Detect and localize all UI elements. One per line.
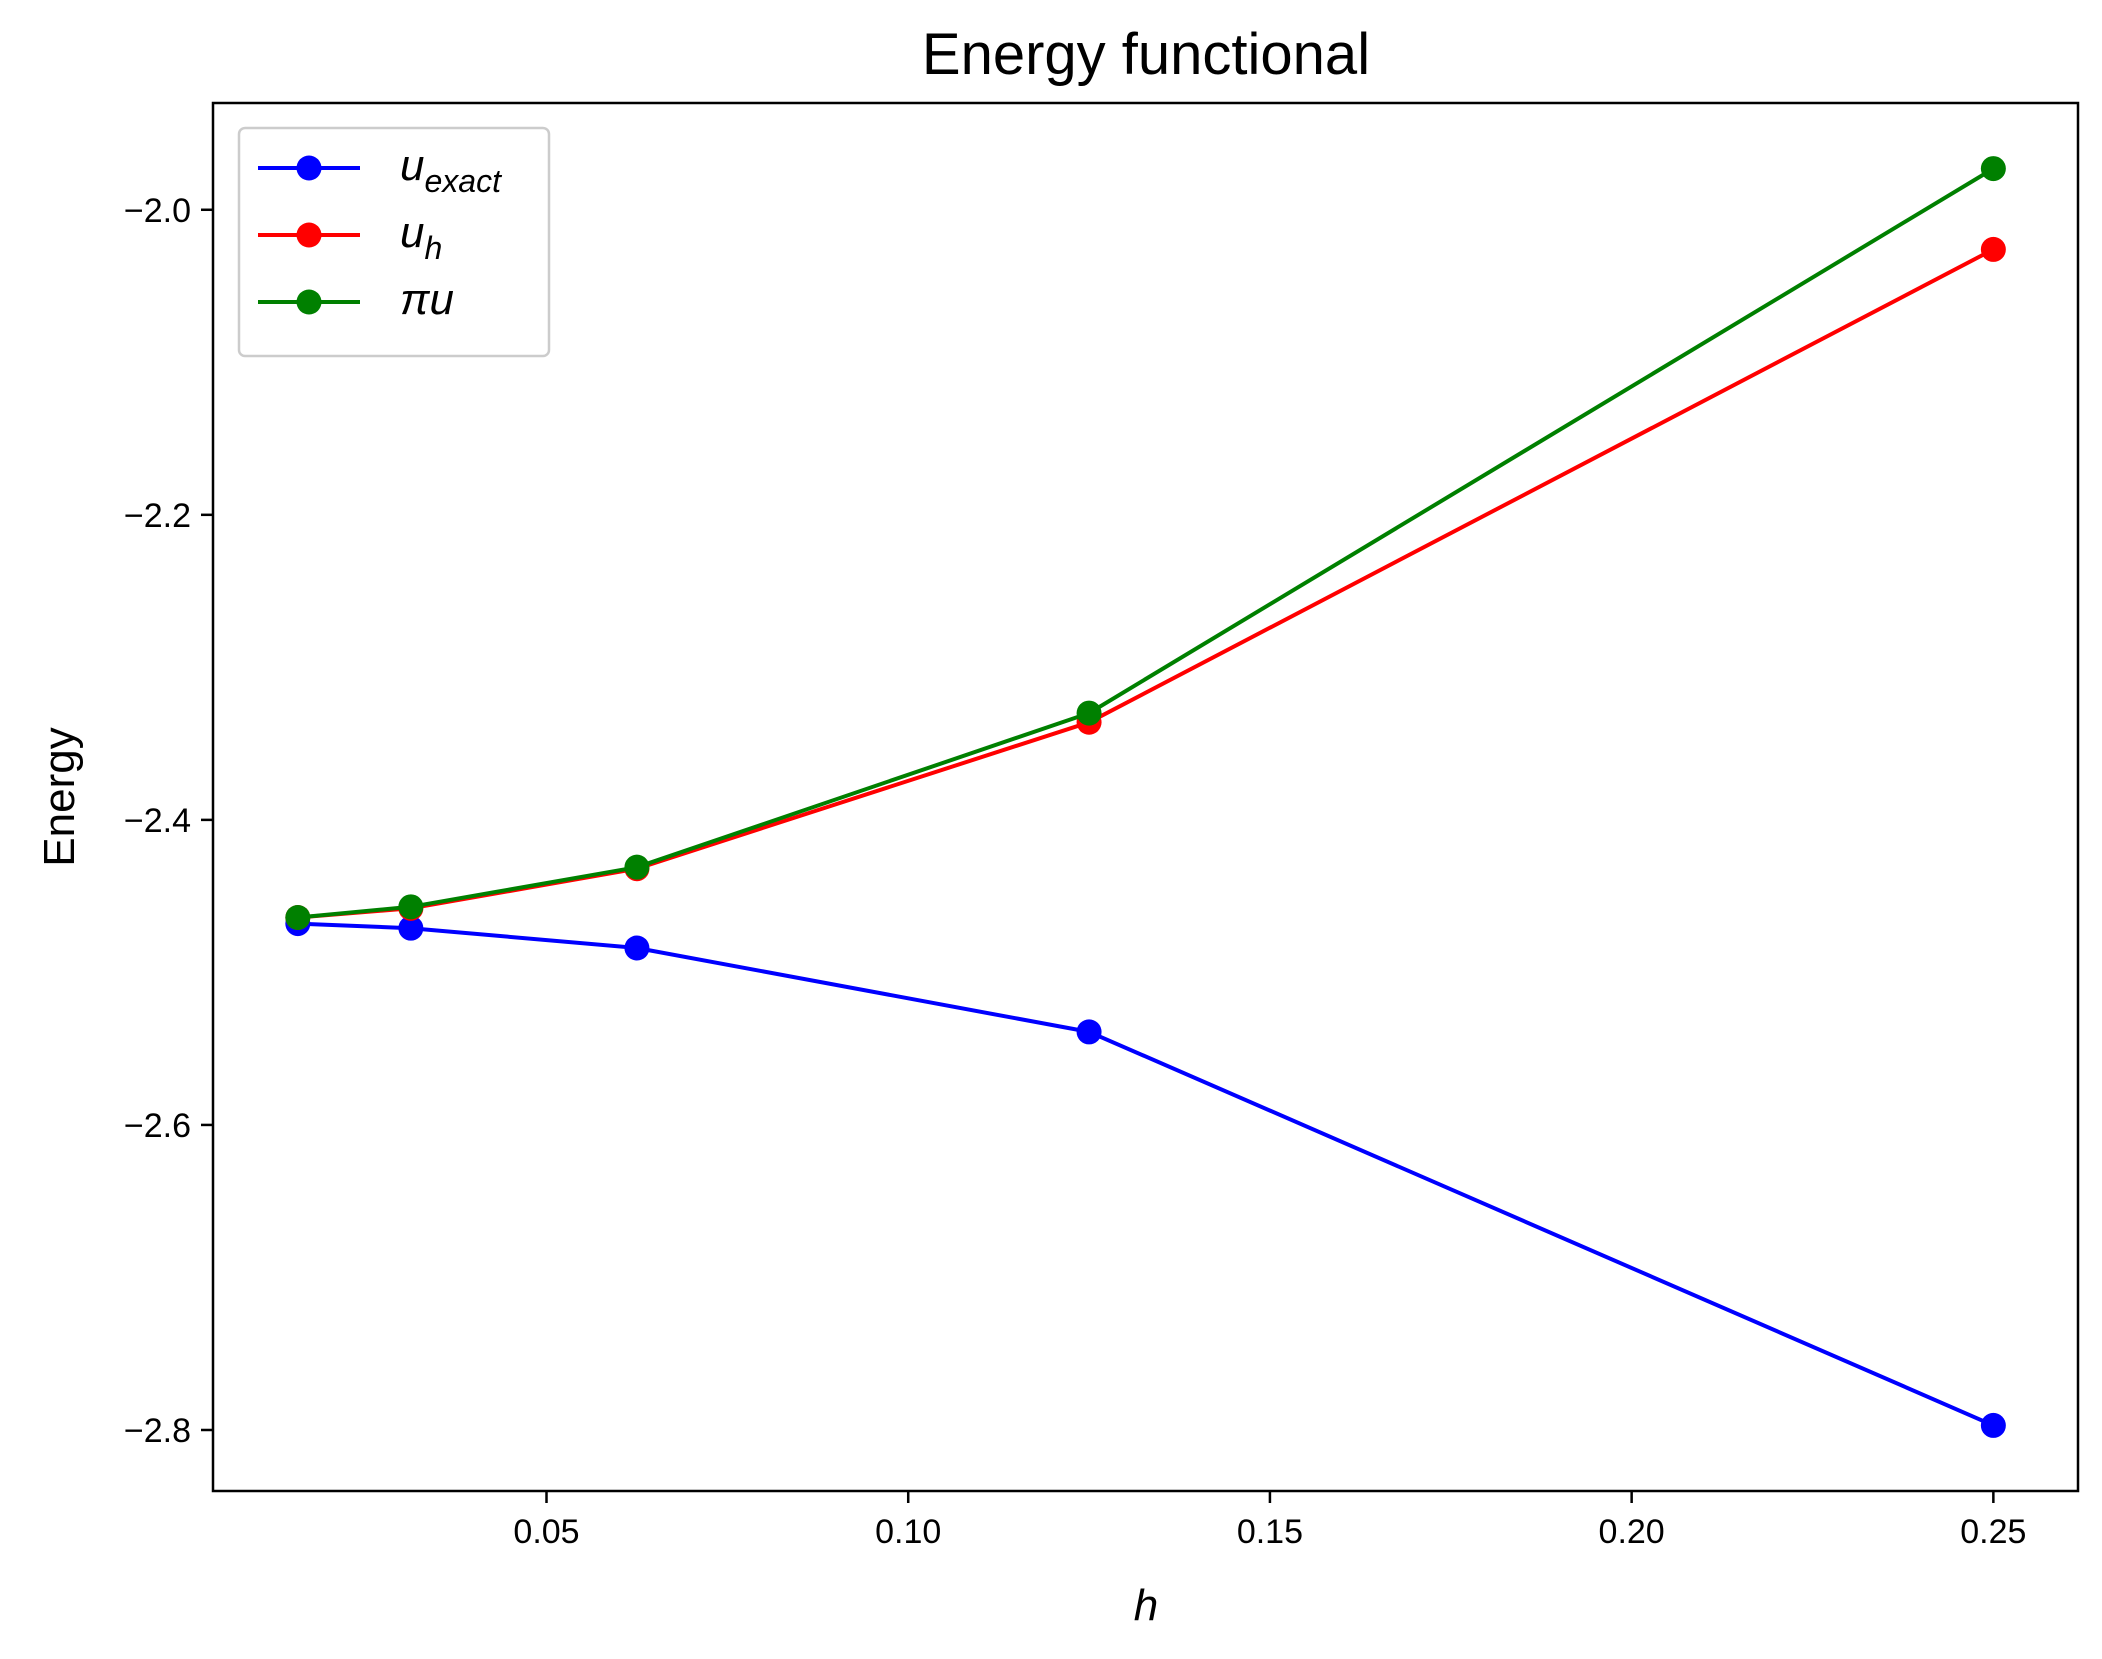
legend-marker: [296, 155, 322, 181]
data-point: [624, 854, 650, 880]
data-point: [398, 894, 424, 920]
y-axis-title: Energy: [35, 727, 84, 866]
data-point: [624, 935, 650, 961]
data-point: [285, 904, 311, 930]
legend-frame: [237, 126, 551, 358]
legend-label: uh: [400, 208, 442, 266]
data-point: [1980, 236, 2006, 262]
data-point: [1076, 700, 1102, 726]
series-line: [297, 247, 1995, 920]
y-tick-label: −2.8: [124, 1412, 191, 1450]
series-u_exact: [285, 911, 2006, 1438]
x-axis-ticks: 0.05 0.10 0.15 0.20 0.25: [513, 1491, 2026, 1551]
x-tick-label: 0.25: [1960, 1513, 2026, 1551]
y-tick-label: −2.4: [124, 802, 191, 840]
data-point: [1980, 156, 2006, 182]
y-tick-label: −2.6: [124, 1107, 191, 1145]
x-tick-label: 0.05: [513, 1513, 579, 1551]
legend-marker: [296, 222, 322, 248]
data-point: [398, 915, 424, 941]
legend-item: uexact: [258, 141, 502, 199]
data-point: [1980, 1412, 2006, 1438]
series-πu: [285, 156, 2006, 930]
series-layer: [285, 156, 2006, 1438]
chart-title: Energy functional: [922, 22, 1370, 87]
x-tick-label: 0.10: [875, 1513, 941, 1551]
legend-label: πu: [400, 275, 454, 324]
legend-item: πu: [258, 275, 454, 324]
y-tick-label: −2.2: [124, 497, 191, 535]
series-line: [297, 166, 1995, 920]
legend-marker: [296, 289, 322, 315]
series-line: [297, 921, 1995, 1428]
x-tick-label: 0.15: [1237, 1513, 1303, 1551]
y-tick-label: −2.0: [124, 192, 191, 230]
data-point: [1076, 1019, 1102, 1045]
legend: uexact uh πu: [237, 126, 551, 358]
plot-area: [211, 101, 2080, 1493]
x-tick-label: 0.20: [1599, 1513, 1665, 1551]
legend-label: uexact: [400, 141, 502, 199]
x-axis-title: h: [1134, 1581, 1158, 1630]
legend-item: uh: [258, 208, 442, 266]
y-axis-ticks: −2.0 −2.2 −2.4 −2.6 −2.8: [124, 192, 213, 1450]
axes-frame: [211, 101, 2080, 1493]
